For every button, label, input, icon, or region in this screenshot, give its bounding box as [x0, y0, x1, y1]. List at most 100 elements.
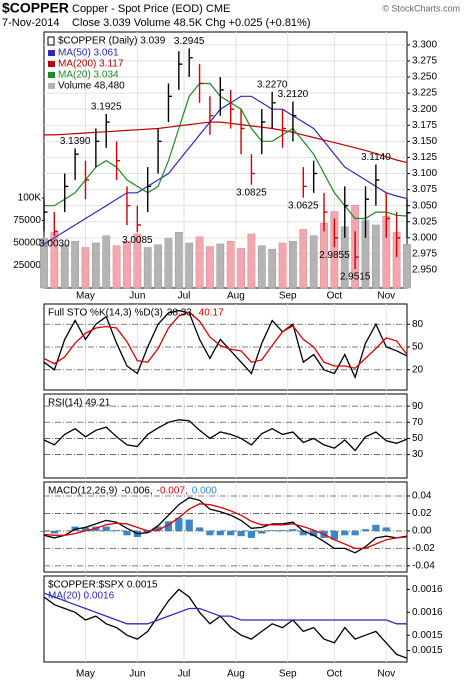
- volume-bar: [185, 242, 194, 289]
- y-tick-label: 0.0016: [412, 607, 443, 618]
- y-tick-label: 0.0015: [412, 630, 443, 641]
- legend-entry: 40.17: [199, 308, 224, 319]
- indicator-line: [43, 592, 407, 625]
- y-tick-label: -0.02: [412, 543, 435, 554]
- volume-bar: [216, 243, 225, 289]
- x-tick-label: Nov: [377, 291, 395, 302]
- legend-icon: [47, 36, 55, 46]
- price-annotation: 3.0625: [288, 200, 319, 211]
- volume-bar: [299, 229, 308, 289]
- histogram-bar: [382, 527, 390, 531]
- volume-bar: [289, 240, 297, 289]
- histogram-bar: [227, 530, 235, 536]
- y-tick-label: 3.125: [412, 152, 437, 163]
- y-tick-label: 3.075: [412, 184, 437, 195]
- quote: Close 3.039 Volume 48.5K Chg +0.025 (+0.…: [72, 17, 311, 29]
- price-annotation: 2.9855: [319, 250, 350, 261]
- description: Copper - Spot Price (EOD) CME: [72, 3, 230, 15]
- volume-tick-label: 100K: [18, 193, 42, 204]
- x-tick-label: Jul: [178, 669, 191, 680]
- legend-entry: MA(50) 3.061: [58, 48, 119, 59]
- histogram-bar: [81, 527, 90, 531]
- histogram-bar: [361, 529, 370, 531]
- volume-bar: [143, 247, 152, 289]
- histogram-bar: [278, 530, 287, 531]
- price-annotation: 3.1925: [91, 102, 122, 113]
- y-tick-label: 2.950: [412, 265, 437, 276]
- volume-bar: [112, 245, 121, 289]
- legend-entry: MA(20) 0.0016: [48, 591, 115, 602]
- volume-tick-label: 25000: [13, 260, 41, 271]
- histogram-bar: [258, 530, 266, 534]
- y-tick-label: 3.300: [412, 40, 437, 51]
- y-tick-label: 50: [412, 342, 424, 353]
- y-tick-label: 3.225: [412, 88, 437, 99]
- volume-bar: [164, 238, 173, 289]
- y-tick-label: 30: [412, 449, 424, 460]
- y-tick-label: 3.050: [412, 200, 437, 211]
- histogram-bar: [102, 526, 110, 531]
- x-tick-label: Aug: [227, 669, 245, 680]
- legend-entry: -0.007,: [157, 486, 188, 497]
- indicator-line: [43, 503, 408, 550]
- histogram-bar: [351, 530, 359, 536]
- price-annotation: 3.2120: [278, 89, 309, 100]
- y-tick-label: 3.150: [412, 136, 437, 147]
- x-tick-label: May: [76, 669, 95, 680]
- legend-entry: -0.006,: [121, 486, 152, 497]
- volume-bar: [237, 248, 245, 289]
- volume-bar: [247, 233, 256, 289]
- volume-tick-label: 75000: [13, 215, 41, 226]
- x-tick-label: Jun: [129, 291, 145, 302]
- panel-frame: [43, 393, 408, 479]
- legend-title: $COPPER (Daily) 3.039: [58, 36, 166, 47]
- y-tick-label: 3.200: [412, 104, 437, 115]
- histogram-bar: [40, 530, 48, 532]
- symbol: $COPPER: [2, 0, 69, 16]
- volume-bar: [71, 240, 79, 289]
- histogram-bar: [268, 530, 276, 531]
- y-tick-label: 80: [412, 319, 424, 330]
- volume-bar: [195, 236, 204, 289]
- histogram-bar: [175, 517, 183, 531]
- volume-bar: [372, 224, 380, 289]
- y-tick-label: 90: [412, 401, 424, 412]
- histogram-bar: [330, 530, 339, 540]
- x-tick-label: Oct: [327, 669, 343, 680]
- histogram-bar: [195, 527, 204, 531]
- legend-entry: Volume 48,480: [58, 81, 125, 92]
- histogram-bar: [154, 526, 162, 531]
- y-tick-label: 20: [412, 364, 424, 375]
- legend-swatch: [48, 72, 55, 78]
- x-tick-label: Oct: [327, 291, 343, 302]
- indicator-line: [43, 588, 408, 659]
- volume-bar: [206, 246, 214, 289]
- volume-bar: [309, 235, 318, 289]
- x-tick-label: Jun: [129, 669, 145, 680]
- legend-entry: MA(200) 3.117: [58, 59, 124, 70]
- x-tick-label: Jul: [178, 291, 191, 302]
- y-tick-label: 2.975: [412, 249, 437, 260]
- moving-average-line: [44, 121, 408, 164]
- y-tick-label: 3.250: [412, 72, 437, 83]
- price-annotation: 3.1390: [60, 136, 91, 147]
- panel-frame: [43, 575, 408, 663]
- y-tick-label: 70: [412, 417, 424, 428]
- y-tick-label: 50: [412, 433, 424, 444]
- x-tick-label: Aug: [227, 291, 245, 302]
- price-annotation: 3.2945: [174, 36, 205, 47]
- legend-title: Full STO %K(14,3) %D(3): [48, 308, 163, 319]
- volume-bar: [40, 238, 48, 289]
- moving-average-line: [43, 95, 408, 245]
- y-tick-label: 0.02: [412, 508, 432, 519]
- histogram-bar: [310, 530, 318, 537]
- volume-bar: [330, 211, 339, 289]
- y-tick-label: 0.0015: [412, 645, 443, 656]
- price-annotation: 3.0825: [236, 187, 267, 198]
- histogram-bar: [247, 530, 256, 538]
- indicator-line: [43, 419, 408, 452]
- histogram-bar: [164, 521, 173, 531]
- y-tick-label: 3.025: [412, 216, 437, 227]
- x-tick-label: Nov: [377, 669, 395, 680]
- indicator-line: [43, 496, 408, 554]
